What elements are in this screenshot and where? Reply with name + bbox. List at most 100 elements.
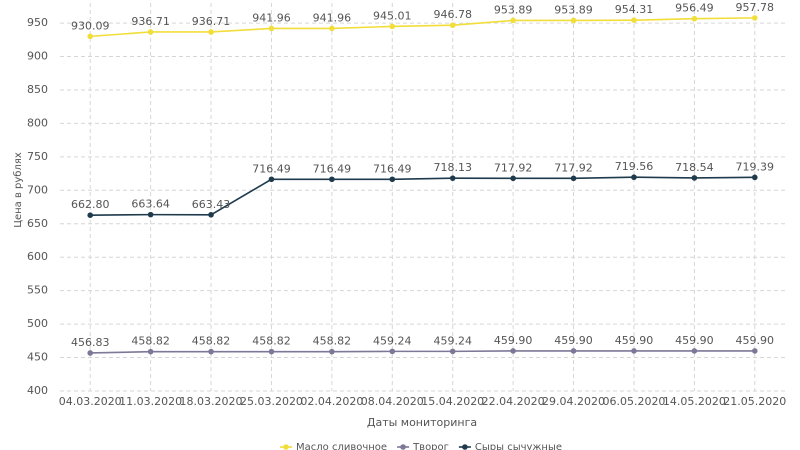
data-label: 458.82	[252, 335, 291, 348]
x-tick-label: 15.04.2020	[421, 395, 484, 408]
data-label: 458.82	[313, 335, 352, 348]
point	[389, 176, 396, 183]
data-label: 717.92	[494, 161, 533, 174]
data-label: 945.01	[373, 9, 412, 22]
data-label: 663.43	[192, 198, 231, 211]
point	[87, 350, 94, 356]
point	[449, 175, 456, 181]
data-label: 946.78	[433, 8, 472, 21]
point	[691, 348, 698, 354]
point	[449, 22, 456, 29]
x-tick-label: 08.04.2020	[361, 395, 424, 408]
data-label: 719.56	[615, 160, 654, 173]
series-line	[90, 17, 755, 38]
y-tick-label: 850	[27, 83, 48, 96]
y-tick-label: 750	[27, 150, 48, 163]
data-label: 458.82	[192, 335, 231, 348]
x-tick-label: 11.03.2020	[119, 395, 182, 408]
data-label: 953.89	[494, 3, 533, 16]
point	[147, 211, 154, 218]
point	[631, 17, 637, 23]
data-label: 459.24	[433, 334, 472, 347]
data-label: 953.89	[554, 3, 593, 16]
data-label: 941.96	[252, 11, 291, 24]
data-label: 957.78	[736, 1, 775, 14]
point	[147, 29, 154, 35]
point	[389, 23, 396, 30]
data-label: 459.90	[554, 334, 593, 347]
x-tick-label: 29.04.2020	[542, 395, 605, 408]
data-label: 717.92	[554, 161, 593, 174]
point	[751, 15, 758, 21]
y-tick-label: 950	[27, 16, 48, 29]
point	[510, 17, 516, 24]
data-label: 456.83	[71, 336, 110, 349]
x-tick-label: 18.03.2020	[180, 395, 243, 408]
data-label: 936.71	[192, 15, 231, 28]
point	[268, 25, 275, 32]
point	[329, 348, 335, 355]
data-label: 459.24	[373, 334, 412, 347]
data-label: 718.13	[433, 161, 472, 174]
point	[389, 348, 396, 355]
point	[147, 348, 154, 355]
y-axis-label: Цена в рублях	[13, 152, 24, 228]
data-label: 716.49	[252, 162, 291, 175]
data-label: 941.96	[313, 11, 352, 24]
point	[510, 175, 516, 182]
data-label: 459.90	[494, 334, 533, 347]
x-tick-label: 04.03.2020	[59, 395, 122, 408]
series-line	[90, 176, 755, 216]
series-line	[90, 350, 755, 354]
data-label: 718.54	[675, 161, 714, 174]
point	[268, 176, 275, 183]
data-label: 663.64	[131, 198, 170, 211]
x-tick-label: 02.04.2020	[300, 395, 363, 408]
y-tick-label: 800	[27, 116, 48, 129]
point	[751, 174, 758, 181]
data-label: 459.90	[615, 334, 654, 347]
data-label: 716.49	[373, 162, 412, 175]
legend-marker	[462, 444, 468, 450]
data-label: 954.31	[615, 3, 654, 16]
point	[631, 174, 637, 181]
point	[208, 211, 214, 218]
y-tick-label: 400	[27, 384, 48, 397]
data-label: 936.71	[131, 15, 170, 28]
point	[631, 348, 637, 354]
x-tick-label: 14.05.2020	[663, 395, 726, 408]
point	[329, 176, 335, 183]
point	[570, 175, 577, 182]
data-label: 459.90	[675, 334, 714, 347]
y-tick-label: 550	[27, 284, 48, 297]
legend-marker	[400, 444, 406, 450]
point	[87, 212, 94, 218]
point	[329, 25, 335, 32]
point	[570, 17, 577, 24]
data-label: 459.90	[736, 334, 775, 347]
y-tick-label: 600	[27, 250, 48, 263]
data-label: 930.09	[71, 19, 110, 32]
x-tick-label: 25.03.2020	[240, 395, 303, 408]
point	[691, 175, 698, 181]
x-tick-label: 22.04.2020	[482, 395, 545, 408]
point	[570, 348, 577, 354]
point	[87, 33, 94, 40]
legend-marker	[283, 444, 289, 450]
y-tick-label: 900	[27, 50, 48, 63]
legend-label: Сыры сычужные	[475, 442, 562, 450]
y-tick-label: 500	[27, 317, 48, 330]
y-tick-label: 650	[27, 217, 48, 230]
data-label: 719.39	[736, 160, 775, 173]
x-axis-label: Даты мониторинга	[367, 416, 477, 429]
y-tick-label: 700	[27, 183, 48, 196]
point	[208, 348, 214, 355]
point	[751, 348, 758, 354]
data-label: 716.49	[313, 162, 352, 175]
data-label: 956.49	[675, 2, 714, 15]
x-tick-label: 21.05.2020	[723, 395, 786, 408]
point	[268, 348, 275, 355]
y-tick-label: 450	[27, 351, 48, 364]
legend-label: Творог	[412, 442, 449, 450]
